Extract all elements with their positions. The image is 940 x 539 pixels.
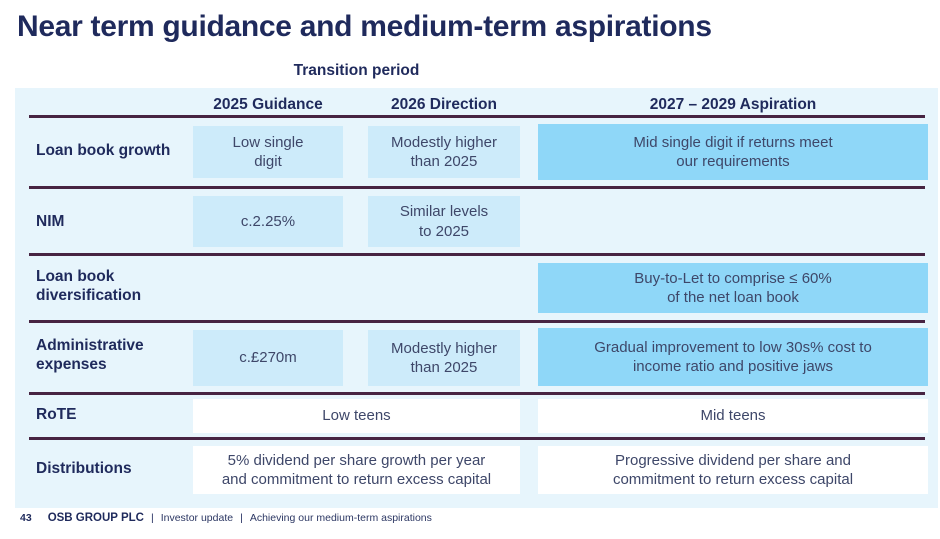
cell-loan-book-growth-2025: Low single digit (193, 126, 343, 178)
section-title: Achieving our medium-term aspirations (249, 512, 432, 524)
row-label-administrative-expenses: Administrative expenses (36, 337, 144, 374)
row-label-rote: RoTE (36, 406, 77, 423)
footer-divider: | (150, 512, 154, 524)
cell-administrative-expenses-2025: c.£270m (193, 330, 343, 386)
column-header-2025-guidance: 2025 Guidance (213, 96, 323, 113)
row-divider (29, 186, 925, 189)
slide-footer: 43 OSB GROUP PLC | Investor update | Ach… (20, 512, 432, 524)
row-divider (29, 320, 925, 323)
row-divider (29, 437, 925, 440)
cell-rote-aspiration: Mid teens (538, 399, 928, 433)
deck-title: Investor update (160, 512, 234, 524)
page-number: 43 (20, 512, 32, 524)
guidance-table: 2025 Guidance 2026 Direction 2027 – 2029… (15, 88, 938, 508)
column-header-2026-direction: 2026 Direction (391, 96, 497, 113)
cell-administrative-expenses-2026: Modestly higher than 2025 (368, 330, 520, 386)
row-divider (29, 115, 925, 118)
cell-nim-2025: c.2.25% (193, 196, 343, 247)
row-divider (29, 392, 925, 395)
column-header-2027-2029-aspiration: 2027 – 2029 Aspiration (649, 96, 817, 113)
transition-period-label: Transition period (293, 62, 420, 79)
row-label-distributions: Distributions (36, 460, 132, 477)
cell-nim-2026: Similar levels to 2025 (368, 196, 520, 247)
cell-loan-book-growth-2026: Modestly higher than 2025 (368, 126, 520, 178)
row-label-loan-book-growth: Loan book growth (36, 142, 171, 159)
company-name: OSB GROUP PLC (47, 512, 144, 524)
row-divider (29, 253, 925, 256)
row-label-loan-book-diversification: Loan book diversification (36, 268, 142, 305)
cell-distributions-transition: 5% dividend per share growth per year an… (193, 446, 520, 494)
page-title: Near term guidance and medium-term aspir… (17, 10, 712, 43)
cell-administrative-expenses-aspiration: Gradual improvement to low 30s% cost to … (538, 328, 928, 386)
row-label-nim: NIM (36, 213, 65, 230)
cell-loan-book-growth-aspiration: Mid single digit if returns meet our req… (538, 124, 928, 180)
cell-distributions-aspiration: Progressive dividend per share and commi… (538, 446, 928, 494)
footer-divider: | (240, 512, 243, 524)
cell-loan-book-diversification-aspiration: Buy-to-Let to comprise ≤ 60% of the net … (538, 263, 928, 313)
cell-rote-transition: Low teens (193, 399, 520, 433)
